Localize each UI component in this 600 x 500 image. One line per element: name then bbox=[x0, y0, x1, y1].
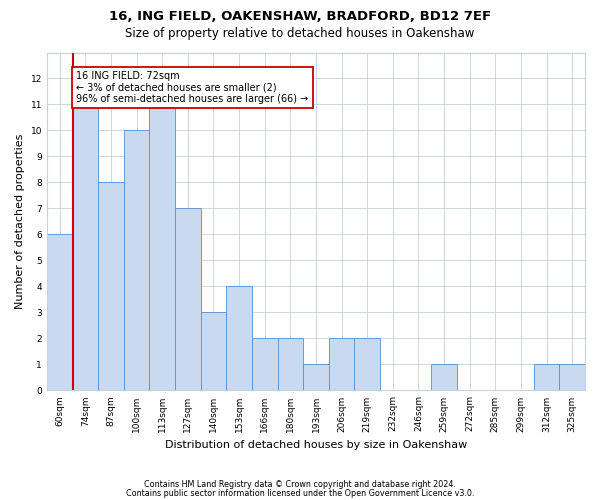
Bar bbox=[200, 312, 226, 390]
X-axis label: Distribution of detached houses by size in Oakenshaw: Distribution of detached houses by size … bbox=[165, 440, 467, 450]
Bar bbox=[355, 338, 380, 390]
Y-axis label: Number of detached properties: Number of detached properties bbox=[15, 134, 25, 309]
Bar bbox=[73, 104, 98, 391]
Bar bbox=[303, 364, 329, 390]
Bar bbox=[124, 130, 149, 390]
Bar bbox=[431, 364, 457, 390]
Bar bbox=[329, 338, 355, 390]
Bar bbox=[559, 364, 585, 390]
Bar bbox=[98, 182, 124, 390]
Bar bbox=[47, 234, 73, 390]
Text: Contains HM Land Registry data © Crown copyright and database right 2024.: Contains HM Land Registry data © Crown c… bbox=[144, 480, 456, 489]
Bar bbox=[226, 286, 252, 391]
Text: Contains public sector information licensed under the Open Government Licence v3: Contains public sector information licen… bbox=[126, 490, 474, 498]
Bar bbox=[252, 338, 278, 390]
Text: Size of property relative to detached houses in Oakenshaw: Size of property relative to detached ho… bbox=[125, 28, 475, 40]
Text: 16 ING FIELD: 72sqm
← 3% of detached houses are smaller (2)
96% of semi-detached: 16 ING FIELD: 72sqm ← 3% of detached hou… bbox=[76, 70, 308, 104]
Text: 16, ING FIELD, OAKENSHAW, BRADFORD, BD12 7EF: 16, ING FIELD, OAKENSHAW, BRADFORD, BD12… bbox=[109, 10, 491, 23]
Bar bbox=[175, 208, 200, 390]
Bar bbox=[278, 338, 303, 390]
Bar bbox=[534, 364, 559, 390]
Bar bbox=[149, 104, 175, 391]
